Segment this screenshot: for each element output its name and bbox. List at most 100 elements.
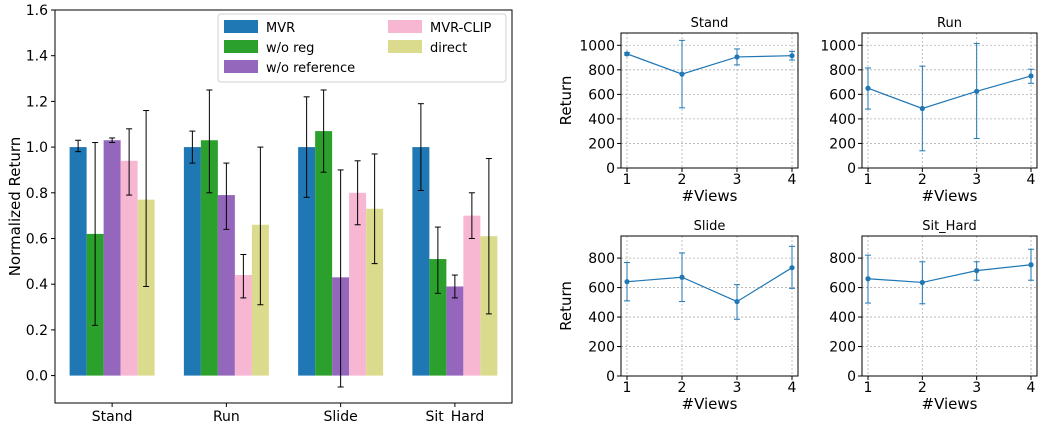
bar-direct-slide [366,208,384,376]
data-point [624,51,630,57]
x-tick-label: 1 [864,172,873,188]
bar-w-o-reference-run [217,195,235,376]
x-tick-label: 3 [733,172,742,188]
line-chart-slide: 0 200 400 600 800 1 2 3 4 Slide #Views Return [557,219,799,413]
data-point [1028,262,1034,268]
data-point [974,268,980,274]
x-tick-label: 2 [678,172,687,188]
data-point [789,53,795,59]
y-tick-label: 0 [606,161,615,177]
y-tick-label: 200 [588,340,615,356]
plot-area [862,236,1037,376]
line-chart-sit-hard: 0 200 400 600 800 1 2 3 4 Sit_Hard #Views [829,219,1038,413]
y-tick-label: 600 [829,281,856,297]
bar-w-o-reg-sit-hard [429,259,447,376]
y-tick-label: 1.0 [26,140,48,156]
series-line [626,53,793,75]
bar-w-o-reference-stand [103,140,121,376]
legend-swatch-direct [388,40,422,53]
x-tick-label: Sit_Hard [425,409,484,423]
bar-direct-stand [137,199,155,376]
plot-frame [861,235,1038,377]
y-tick-label: 400 [588,112,615,128]
y-tick-label: 600 [829,87,856,103]
bar-mvr-clip-slide [349,192,367,376]
data-point [679,71,685,77]
series-line [867,75,1032,110]
bar-mvr-clip-run [234,275,252,376]
x-axis-label: #Views [922,187,978,205]
y-tick-label: 800 [829,251,856,267]
y-tick-label: 1000 [579,38,615,54]
data-point [789,265,795,271]
y-tick-label: 0.0 [26,369,48,385]
x-tick-label: Stand [92,409,133,423]
subplot-title: Stand [691,16,729,31]
plot-frame [861,32,1038,169]
y-tick-label: 0.6 [26,231,48,247]
bar-mvr-clip-sit-hard [463,215,481,376]
legend-label-mvr: MVR [266,21,295,36]
legend-box [217,13,507,83]
y-axis-label: Return [557,281,575,331]
plot-frame [620,235,799,377]
y-tick-label: 0.4 [26,277,48,293]
y-tick-label: 1.4 [26,49,48,65]
x-tick-label: 2 [918,172,927,188]
y-tick-label: 0 [606,369,615,385]
bar-w-o-reg-run [200,140,218,376]
subplot-title: Slide [694,219,726,234]
data-point [624,279,630,285]
bar-w-o-reference-sit-hard [446,286,464,376]
bar-w-o-reg-slide [315,131,333,376]
x-tick-label: 1 [623,380,632,396]
x-tick-label: 2 [918,380,927,396]
y-tick-label: 0 [847,161,856,177]
y-tick-label: 200 [829,340,856,356]
y-axis-label: Normalized Return [6,137,24,277]
plot-frame [54,9,513,404]
series-line [867,264,1032,284]
y-tick-label: 1000 [820,38,856,54]
data-point [865,276,871,282]
x-tick-label: 3 [972,380,981,396]
x-tick-label: 1 [864,380,873,396]
subplot-title: Run [937,16,962,31]
y-tick-label: 400 [829,310,856,326]
legend-label-w-o-reg: w/o reg [266,41,314,56]
legend-label-mvr-clip: MVR-CLIP [430,21,491,36]
bar-mvr-slide [298,147,316,376]
x-tick-label: 1 [623,172,632,188]
series-line [626,267,793,303]
y-tick-label: 800 [588,251,615,267]
legend-swatch-w-o-reg [224,40,258,53]
x-axis-label: #Views [682,395,738,413]
y-tick-label: 400 [588,310,615,326]
bar-mvr-run [183,147,201,376]
data-point [919,105,925,112]
x-tick-label: 4 [1027,172,1036,188]
x-tick-label: 3 [972,172,981,188]
x-axis-label: #Views [682,187,738,205]
plot-frame [620,32,799,169]
x-axis-label: #Views [922,395,978,413]
plot-area [621,236,798,376]
legend-label-w-o-reference: w/o reference [266,61,355,76]
legend-swatch-mvr-clip [388,20,422,33]
y-axis-label: Return [557,76,575,126]
y-tick-label: 1.2 [26,94,48,110]
data-point [919,279,925,286]
legend: MVR w/o reg w/o reference MVR-CLIP direct [217,13,507,83]
x-tick-label: 4 [1027,380,1036,396]
y-tick-label: 600 [588,281,615,297]
data-point [865,85,871,91]
x-tick-label: 3 [733,380,742,396]
y-tick-label: 200 [829,136,856,152]
x-tick-label: Run [213,409,240,423]
legend-label-direct: direct [430,41,467,56]
bar-mvr-sit-hard [412,147,430,376]
line-chart-run: 0 200 400 600 800 1000 1 2 3 4 Run #Views [820,16,1038,205]
y-tick-label: 800 [829,63,856,79]
x-tick-label: Slide [324,409,358,423]
